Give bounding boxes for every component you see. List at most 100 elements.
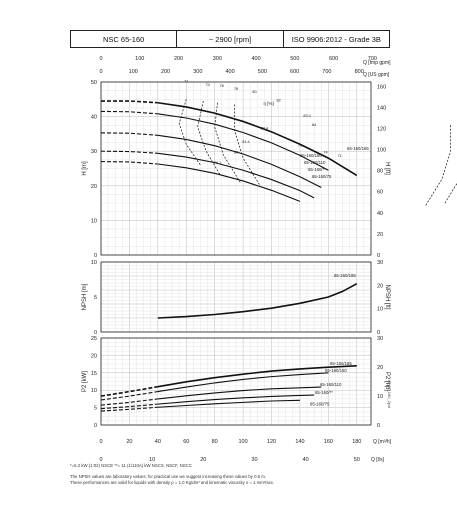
top-us-tick-label: 600: [290, 69, 299, 75]
y-right-tick-label: 20: [377, 232, 383, 238]
efficiency-label: 80: [252, 90, 256, 94]
footnote-motors: *=5.2 kW (1:02) NSCE **= 11 (1/110A) kW …: [70, 463, 192, 468]
efficiency-isoline: [214, 102, 241, 183]
top-us-tick-label: 500: [258, 69, 267, 75]
efficiency-label: 76: [220, 84, 224, 88]
y-axis-label: H [m]: [82, 161, 88, 176]
y-right-tick-label: 80: [377, 169, 383, 175]
side-code: H_65_160_2pol: [387, 380, 392, 409]
x-tick-label: 20: [126, 439, 132, 445]
y-axis-label: NPSH [m]: [82, 283, 88, 310]
top-imp-tick-label: 0: [99, 56, 102, 62]
curve-dashed-65-160/150: [100, 110, 158, 115]
top-axis-label-imp: Q [Imp gpm]: [363, 60, 391, 66]
series-label-65-160/185: 65-160/185: [347, 146, 369, 151]
top-us-tick-label: 700: [322, 69, 331, 75]
curve-65-160/185: [157, 365, 357, 388]
efficiency-label: 76: [298, 144, 302, 148]
x-tick-label: 160: [324, 439, 333, 445]
x-axis-label: Q [m³/h]: [373, 439, 392, 445]
y-tick-label: 5: [94, 406, 97, 412]
top-us-tick-label: 800: [355, 69, 364, 75]
y-right-tick-label: 160: [377, 84, 386, 90]
series-label-65-160/150: 65-160/150: [300, 153, 322, 158]
y-right-axis-label: H [ft]: [384, 162, 390, 175]
standard-label: ISO 9906:2012 - Grade 3B: [291, 34, 381, 44]
y-right-tick-label: 0: [377, 253, 380, 259]
top-us-tick-label: 400: [225, 69, 234, 75]
curve-dashed-65-160/**: [100, 150, 158, 154]
top-us-tick-label: 0: [99, 69, 102, 75]
curve-dashed-65-160/150: [100, 391, 158, 401]
x-tick-label: 120: [267, 439, 276, 445]
series-label-65-160/75: 65-160/75: [310, 401, 330, 406]
top-imp-tick-label: 400: [251, 56, 260, 62]
top-axis-label-us: Q [US gpm]: [363, 72, 390, 78]
y-right-axis-label: P2 [hp]: [384, 372, 390, 391]
y-tick-label: 25: [91, 336, 97, 342]
y-tick-label: 15: [91, 371, 97, 377]
footnote-npsh: The NPSH values are laboratory values; f…: [70, 474, 267, 479]
curve-65-160/150: [157, 372, 329, 393]
curve-65-160/185: [157, 101, 358, 177]
curve-dashed-65-160/75: [100, 406, 158, 412]
y-tick-label: 0: [94, 330, 97, 336]
x-tick-label: 40: [155, 439, 161, 445]
x-tick-label: 80: [212, 439, 218, 445]
efficiency-isoline: [178, 99, 201, 166]
x-tick-label: 180: [352, 439, 361, 445]
y-right-tick-label: 0: [377, 423, 380, 429]
ls-axis-label: Q [l/s]: [371, 457, 385, 463]
top-imp-tick-label: 500: [290, 56, 299, 62]
model-label: NSC 65-160: [71, 31, 178, 47]
ls-tick-label: 40: [303, 457, 309, 463]
efficiency-label: 82: [277, 98, 281, 102]
curve-dashed-65-160/75: [100, 161, 158, 165]
series-label-65-160/**: 65-160/**: [315, 390, 333, 395]
y-right-tick-label: 30: [377, 260, 383, 266]
y-right-tick-label: 10: [377, 307, 383, 313]
y-tick-label: 0: [94, 253, 97, 259]
curve-65-160/**: [157, 394, 315, 405]
y-tick-label: 10: [91, 260, 97, 266]
efficiency-label: 81.4: [242, 140, 249, 144]
y-axis-label: P2 [kW]: [82, 371, 88, 392]
curve-dashed-65-160/185: [101, 100, 158, 104]
ls-tick-label: 20: [200, 457, 206, 463]
npsh-curve-65-160/185: [157, 282, 358, 319]
curve-dashed-65-160/**: [100, 403, 158, 410]
series-label-65-160/110: 65-160/110: [304, 160, 326, 165]
ls-tick-label: 30: [251, 457, 257, 463]
top-imp-tick-label: 100: [135, 56, 144, 62]
footnote-density: These performances are valid for liquids…: [70, 480, 275, 485]
efficiency-label: 84: [312, 123, 316, 127]
efficiency-label: 78: [234, 87, 238, 91]
curve-65-160/150: [157, 113, 329, 171]
y-tick-label: 30: [91, 149, 97, 155]
header-bar: NSC 65-160 ~ 2900 [rpm] ISO 9906:2012 - …: [70, 30, 390, 48]
speed-label: ~ 2900 [rpm]: [177, 31, 284, 47]
ls-tick-label: 50: [354, 457, 360, 463]
y-tick-label: 20: [91, 353, 97, 359]
top-imp-tick-label: 200: [174, 56, 183, 62]
curve-65-160/110: [157, 386, 322, 400]
series-label-65-160/**: 65-160/**: [308, 167, 326, 172]
efficiency-label: 71: [338, 154, 342, 158]
x-tick-label: 100: [239, 439, 248, 445]
efficiency-axis-label: η [%]: [264, 101, 274, 106]
series-label-65-160/110: 65-160/110: [320, 382, 342, 387]
efficiency-isoline: [197, 100, 221, 176]
curve-dashed-65-160/110: [100, 132, 158, 136]
top-imp-tick-label: 600: [329, 56, 338, 62]
top-imp-tick-label: 700: [368, 56, 377, 62]
curve-65-160/75: [157, 399, 300, 408]
y-tick-label: 50: [91, 80, 97, 86]
y-right-tick-label: 20: [377, 365, 383, 371]
y-right-tick-label: 30: [377, 336, 383, 342]
y-right-tick-label: 100: [377, 148, 386, 154]
top-us-tick-label: 100: [129, 69, 138, 75]
curve-dashed-65-160/185: [100, 385, 158, 397]
efficiency-label: 74: [323, 151, 327, 155]
